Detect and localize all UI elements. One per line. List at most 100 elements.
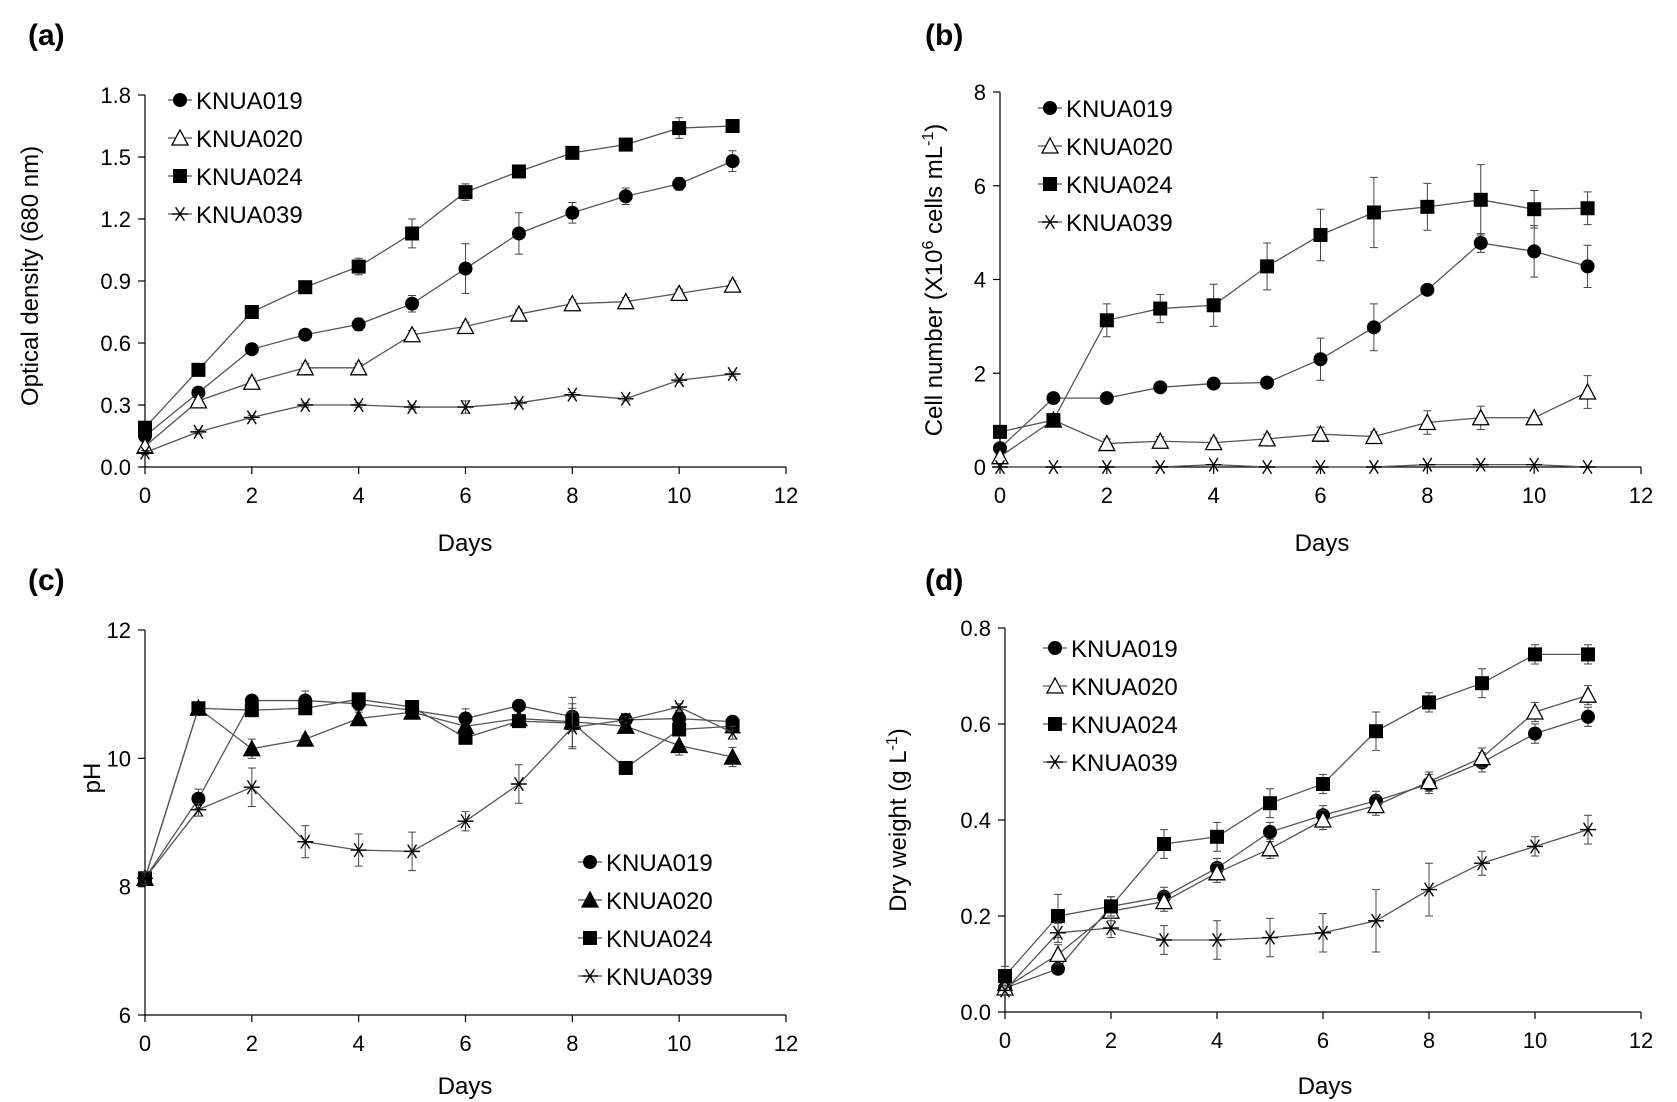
series-line-KNUA019 xyxy=(1004,716,1589,989)
x-tick-label: 2 xyxy=(246,1031,258,1056)
x-tick-label: 12 xyxy=(774,1031,798,1056)
series-KNUA020 xyxy=(990,375,1597,465)
y-tick-label: 1.2 xyxy=(100,207,131,232)
data-point-KNUA020 xyxy=(1419,772,1439,790)
data-point-KNUA020 xyxy=(1154,892,1174,910)
data-point-KNUA019 xyxy=(618,189,633,204)
panel-d-y-axis-title-main: Dry weight (g L xyxy=(885,750,912,911)
x-tick-label: 8 xyxy=(1421,483,1433,508)
data-point-KNUA024 xyxy=(1210,829,1224,844)
data-point-KNUA039-stroke-2 xyxy=(727,366,738,382)
data-point-KNUA019 xyxy=(672,711,687,726)
data-point-KNUA020 xyxy=(1418,413,1437,431)
data-point-KNUA039 xyxy=(404,399,421,415)
legend-marker-KNUA019 xyxy=(173,93,187,107)
x-tick-label: 4 xyxy=(353,1031,365,1056)
legend-entry-KNUA019: KNUA019 xyxy=(578,850,713,877)
data-point-KNUA020 xyxy=(1472,748,1492,766)
data-point-KNUA020 xyxy=(670,736,689,754)
data-point-KNUA039 xyxy=(297,834,314,849)
legend-label: KNUA019 xyxy=(1066,96,1173,123)
data-point-KNUA039 xyxy=(1209,932,1225,948)
panel-b-y-axis-title: Cell number (X106 cells mL-1) xyxy=(920,124,948,437)
x-tick-label: 12 xyxy=(1629,1028,1653,1053)
data-point-KNUA024 xyxy=(1473,192,1488,207)
legend-marker-KNUA020 xyxy=(1040,136,1060,154)
series-line-KNUA024 xyxy=(999,199,1588,433)
data-point-KNUA019 xyxy=(511,698,526,713)
panel-b: (b) Cell number (X106 cells mL-1) Days 0… xyxy=(920,19,1653,557)
legend-entry-KNUA024: KNUA024 xyxy=(578,926,713,953)
data-point-KNUA039-stroke-2 xyxy=(1053,925,1063,940)
series-line-KNUA019 xyxy=(144,699,733,879)
data-point-KNUA019 xyxy=(458,261,473,276)
legend-marker-KNUA024 xyxy=(583,931,597,945)
data-point-KNUA039-stroke-2 xyxy=(1368,459,1379,475)
legend-marker-KNUA020 xyxy=(170,128,190,146)
data-point-KNUA039 xyxy=(617,391,634,406)
data-point-KNUA020 xyxy=(509,304,529,322)
data-point-KNUA039-stroke-2 xyxy=(353,397,364,413)
legend-entry-KNUA020: KNUA020 xyxy=(168,126,303,153)
series-line-KNUA039 xyxy=(144,706,733,879)
data-point-KNUA039-stroke-2 xyxy=(460,399,471,415)
data-point-KNUA039 xyxy=(1527,839,1543,854)
data-point-KNUA039 xyxy=(510,776,527,792)
data-point-KNUA039-stroke-2 xyxy=(1318,925,1328,940)
data-point-KNUA024 xyxy=(405,226,420,241)
data-point-KNUA039 xyxy=(617,712,634,728)
data-point-KNUA020 xyxy=(1525,408,1544,426)
panel-a-x-axis-title: Days xyxy=(438,530,493,557)
x-tick-label: 0 xyxy=(999,1028,1011,1053)
data-point-KNUA024 xyxy=(458,730,473,745)
data-point-KNUA039 xyxy=(1365,459,1382,475)
legend-label: KNUA020 xyxy=(1066,134,1173,161)
y-tick-label: 0.6 xyxy=(960,712,991,737)
legend-entry-KNUA024: KNUA024 xyxy=(1038,172,1173,199)
panel-b-y-axis-title-sup1: 6 xyxy=(920,241,937,250)
series-line-KNUA024 xyxy=(144,125,733,429)
data-point-KNUA039-stroke-2 xyxy=(1371,913,1381,928)
x-tick-label: 6 xyxy=(1314,483,1326,508)
data-point-KNUA020 xyxy=(242,739,261,757)
y-tick-label: 0.3 xyxy=(100,393,131,418)
data-point-KNUA020 xyxy=(456,317,475,335)
panel-d-y-axis-title-sup: -1 xyxy=(884,736,901,750)
data-point-KNUA020 xyxy=(1578,685,1598,703)
data-point-KNUA020 xyxy=(1313,810,1333,828)
data-point-KNUA024 xyxy=(1422,695,1436,710)
legend-marker-KNUA039 xyxy=(172,206,188,222)
legend-marker-KNUA039 xyxy=(1042,214,1058,230)
legend-marker-KNUA019 xyxy=(1048,641,1062,655)
data-point-KNUA020 xyxy=(403,325,422,343)
data-point-KNUA039 xyxy=(137,871,153,886)
series-line-KNUA020 xyxy=(999,391,1588,458)
legend-label: KNUA039 xyxy=(1071,750,1178,777)
series-KNUA024 xyxy=(138,692,740,886)
data-point-KNUA039-stroke-2 xyxy=(1262,459,1273,475)
data-point-KNUA039-stroke-2 xyxy=(193,424,204,440)
panel-b-y-axis-title-mid: cells mL xyxy=(921,146,948,241)
data-point-KNUA039-stroke-2 xyxy=(1583,822,1593,837)
data-point-KNUA039 xyxy=(243,410,260,425)
panel-b-plot-area: 0 2 4 6 8 10 12 0 2 4 6 8 KNUA019 KNUA020 KNUA024 KNUA0… xyxy=(974,80,1653,508)
legend-marker-KNUA039-stroke-2 xyxy=(585,968,595,984)
y-tick-label: 0 xyxy=(974,455,986,480)
data-point-KNUA024 xyxy=(1157,837,1171,851)
data-point-KNUA039 xyxy=(1526,457,1543,472)
x-tick-label: 0 xyxy=(139,483,151,508)
data-point-KNUA039-stroke-2 xyxy=(674,699,685,715)
legend-entry-KNUA019: KNUA019 xyxy=(168,88,303,115)
data-point-KNUA039-stroke-2 xyxy=(1106,920,1116,936)
data-point-KNUA019 xyxy=(1260,375,1275,390)
data-point-KNUA039-stroke-2 xyxy=(1159,932,1169,948)
y-tick-label: 0.0 xyxy=(960,1000,991,1025)
data-point-KNUA020 xyxy=(1048,945,1068,963)
series-KNUA019 xyxy=(993,225,1595,456)
panel-c-x-axis-title: Days xyxy=(438,1073,493,1100)
data-point-KNUA020 xyxy=(1525,702,1545,720)
legend-marker-KNUA039-stroke-2 xyxy=(1050,754,1060,770)
data-point-KNUA039 xyxy=(997,983,1013,998)
data-point-KNUA039 xyxy=(297,397,314,413)
series-KNUA039 xyxy=(137,366,741,460)
